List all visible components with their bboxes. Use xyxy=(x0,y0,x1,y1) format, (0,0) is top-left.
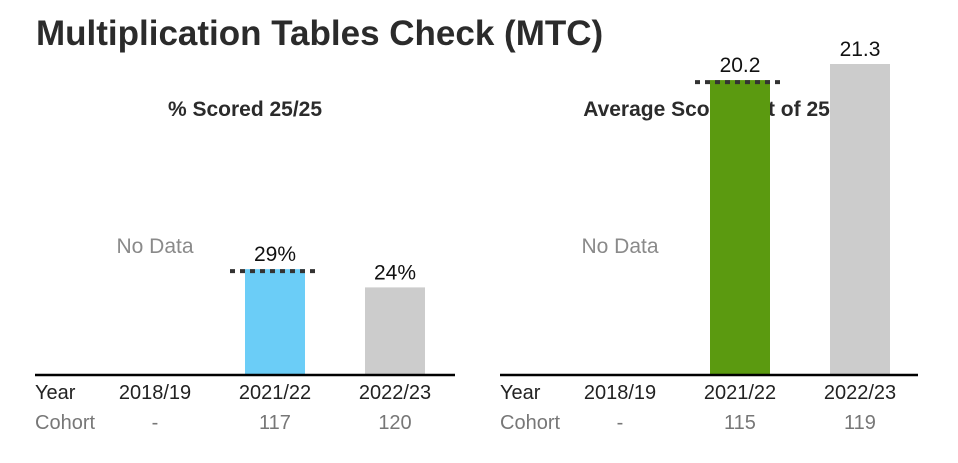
year-row-label: Year xyxy=(35,382,76,404)
year-tick-label: 2018/19 xyxy=(584,382,656,404)
year-row-label: Year xyxy=(500,382,541,404)
year-tick-label: 2018/19 xyxy=(119,382,191,404)
year-tick-label: 2022/23 xyxy=(824,382,896,404)
data-label: 21.3 xyxy=(840,38,881,61)
no-data-label: No Data xyxy=(116,235,193,258)
chart-title: % Scored 25/25 xyxy=(168,98,322,121)
bar-2021-22 xyxy=(710,80,770,375)
year-tick-label: 2022/23 xyxy=(359,382,431,404)
cohort-value: - xyxy=(617,412,624,434)
data-label: 24% xyxy=(374,261,416,284)
bar-2021-22 xyxy=(245,269,305,375)
cohort-value: 120 xyxy=(378,412,411,434)
year-tick-label: 2021/22 xyxy=(239,382,311,404)
cohort-value: 117 xyxy=(259,412,291,434)
cohort-value: 119 xyxy=(844,412,876,434)
cohort-value: - xyxy=(152,412,159,434)
page-title: Multiplication Tables Check (MTC) xyxy=(36,14,604,53)
cohort-row-label: Cohort xyxy=(35,412,95,434)
cohort-value: 115 xyxy=(724,412,756,434)
cohort-row-label: Cohort xyxy=(500,412,560,434)
year-tick-label: 2021/22 xyxy=(704,382,776,404)
bar-2022-23 xyxy=(830,64,890,376)
no-data-label: No Data xyxy=(581,235,658,258)
data-label: 20.2 xyxy=(720,54,761,77)
bar-2022-23 xyxy=(365,287,425,375)
data-label: 29% xyxy=(254,243,296,266)
